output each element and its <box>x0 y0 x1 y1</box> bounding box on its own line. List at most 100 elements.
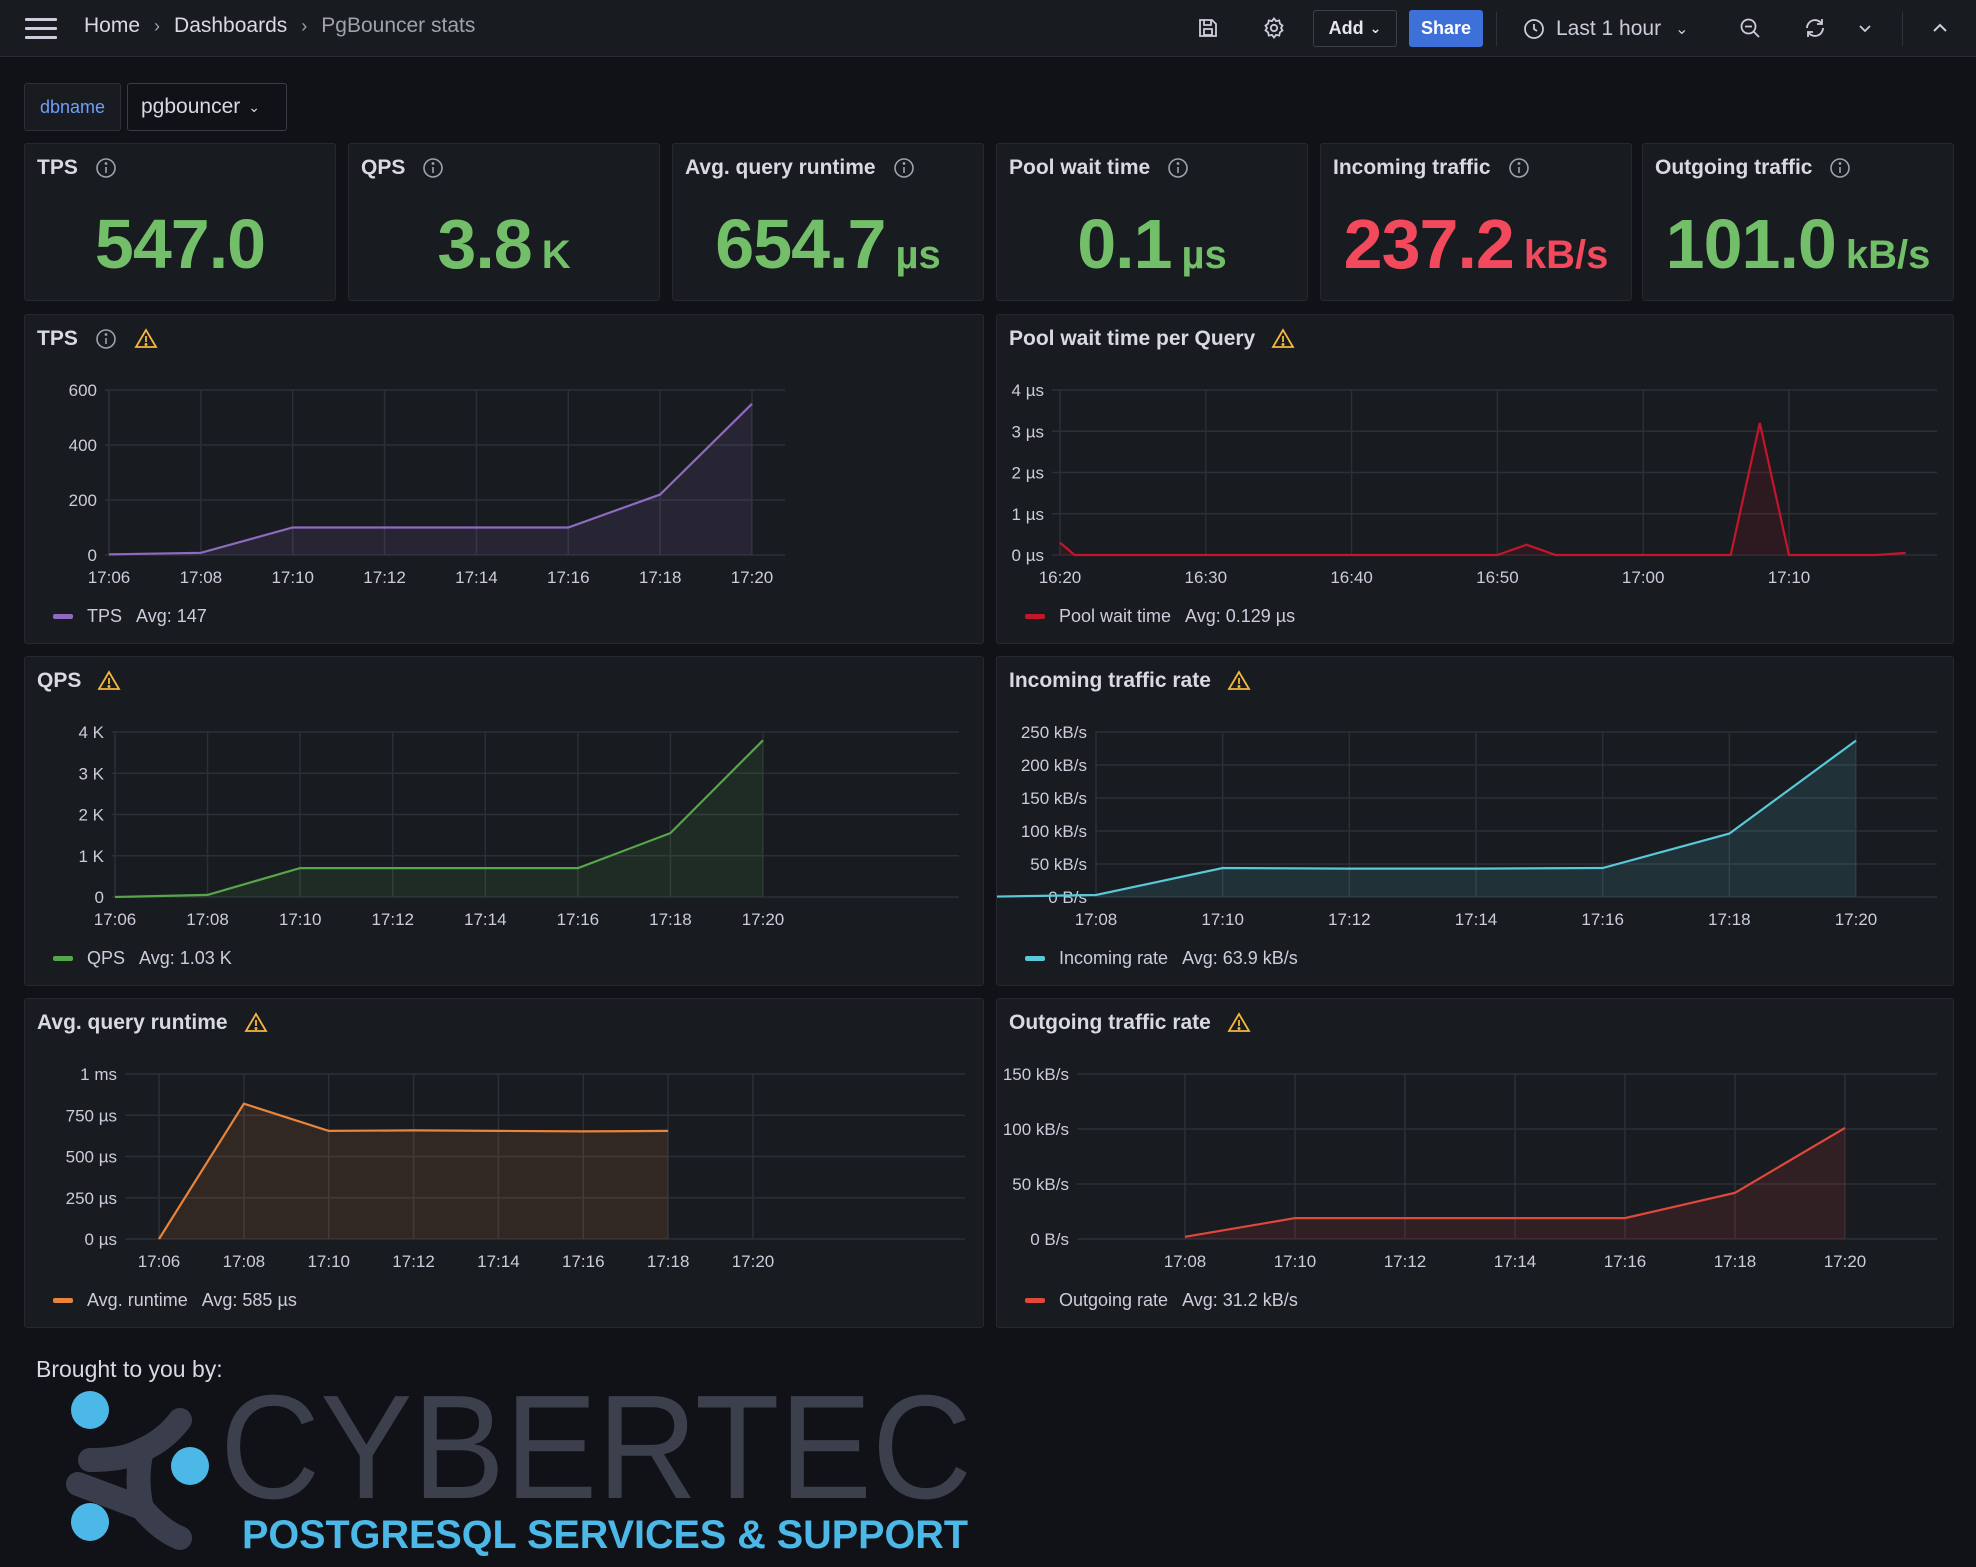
series-area <box>997 740 1856 897</box>
share-button[interactable]: Share <box>1409 10 1483 47</box>
x-tick-label: 17:20 <box>732 1252 775 1271</box>
x-tick-label: 17:00 <box>1622 568 1665 587</box>
info-icon[interactable] <box>892 156 916 180</box>
brought-by-text: Brought to you by: <box>36 1356 223 1382</box>
timeseries-panel-qps[interactable]: QPS 0 1 K 2 K 3 K 4 K 17:06 17:08 17:10 17:12 17:… <box>24 656 984 986</box>
zoom-out-icon[interactable] <box>1736 14 1764 42</box>
stat-panel-avg-query-runtime[interactable]: Avg. query runtime 654.7 µs <box>672 143 984 301</box>
stat-panel-qps[interactable]: QPS 3.8 K <box>348 143 660 301</box>
x-tick-label: 17:14 <box>1494 1252 1537 1271</box>
y-tick-label: 500 µs <box>66 1148 117 1167</box>
legend-swatch <box>53 614 73 619</box>
qps-chart: 0 1 K 2 K 3 K 4 K 17:06 17:08 17:10 17:12 17:14 17… <box>78 723 959 929</box>
y-tick-label: 100 kB/s <box>1003 1120 1069 1139</box>
timeseries-panel-tps[interactable]: TPS 0 200 400 600 17:06 17:08 17:10 17:12 17:14 1… <box>24 314 984 644</box>
page-title: PgBouncer stats <box>321 14 476 37</box>
x-tick-label: 17:18 <box>1708 910 1751 929</box>
stat-panel-pool-wait-time[interactable]: Pool wait time 0.1 µs <box>996 143 1308 301</box>
info-icon[interactable] <box>94 156 118 180</box>
info-icon[interactable] <box>421 156 445 180</box>
clock-icon <box>1524 19 1544 39</box>
warning-icon[interactable] <box>244 1011 268 1035</box>
chart-legend[interactable]: QPS Avg: 1.03 K <box>53 948 232 969</box>
x-tick-label: 17:12 <box>1328 910 1371 929</box>
stat-panel-incoming-traffic[interactable]: Incoming traffic 237.2 kB/s <box>1320 143 1632 301</box>
legend-series-name: Outgoing rate <box>1059 1290 1169 1310</box>
chevron-right-icon: › <box>301 15 308 36</box>
info-icon[interactable] <box>1166 156 1190 180</box>
y-tick-label: 1 ms <box>80 1065 117 1084</box>
x-tick-label: 17:08 <box>1075 910 1118 929</box>
breadcrumb-home[interactable]: Home <box>84 14 141 37</box>
y-tick-label: 50 kB/s <box>1012 1175 1069 1194</box>
x-tick-label: 17:10 <box>307 1252 350 1271</box>
logo-tagline: POSTGRESQL SERVICES & SUPPORT <box>242 1513 968 1557</box>
chart-legend[interactable]: Incoming rate Avg: 63.9 kB/s <box>1025 948 1298 969</box>
x-tick-label: 17:12 <box>392 1252 435 1271</box>
y-tick-label: 600 <box>69 381 97 400</box>
y-tick-label: 2 µs <box>1012 464 1044 483</box>
timeseries-panel-runtime[interactable]: Avg. query runtime 0 µs 250 µs 500 µs 750 µ… <box>24 998 984 1328</box>
series-area <box>1060 423 1906 555</box>
chevron-down-icon: ⌄ <box>1675 21 1689 38</box>
y-tick-label: 2 K <box>78 806 104 825</box>
chart-legend[interactable]: Pool wait time Avg: 0.129 µs <box>1025 606 1295 627</box>
x-tick-label: 17:14 <box>464 910 507 929</box>
x-tick-label: 17:12 <box>363 568 406 587</box>
outgoing-traffic-chart: 0 B/s 50 kB/s 100 kB/s 150 kB/s 17:08 17:10 17… <box>1003 1065 1937 1271</box>
save-icon[interactable] <box>1194 14 1222 42</box>
breadcrumb-dashboards[interactable]: Dashboards <box>174 14 288 37</box>
chevron-right-icon: › <box>154 15 161 36</box>
x-tick-label: 17:08 <box>180 568 223 587</box>
stat-unit: kB/s <box>1845 233 1931 277</box>
x-tick-label: 17:16 <box>1604 1252 1647 1271</box>
x-tick-label: 17:16 <box>547 568 590 587</box>
legend-swatch <box>53 956 73 961</box>
panel-title: Avg. query runtime <box>37 1011 228 1034</box>
warning-icon[interactable] <box>1271 327 1295 351</box>
refresh-interval-chevron-icon[interactable] <box>1851 14 1879 42</box>
y-tick-label: 200 <box>69 491 97 510</box>
series-line <box>1059 422 1906 557</box>
gear-icon[interactable] <box>1260 14 1288 42</box>
y-tick-label: 0 <box>88 546 97 565</box>
timeseries-panel-outgoing[interactable]: Outgoing traffic rate 0 B/s 50 kB/s 100 kB… <box>996 998 1954 1328</box>
x-tick-label: 17:20 <box>1824 1252 1867 1271</box>
stat-panel-outgoing-traffic[interactable]: Outgoing traffic 101.0 kB/s <box>1642 143 1954 301</box>
stat-panel-tps[interactable]: TPS 547.0 <box>24 143 336 301</box>
panel-title: Pool wait time per Query <box>1009 327 1256 350</box>
legend-swatch <box>1025 1298 1045 1303</box>
warning-icon[interactable] <box>97 669 121 693</box>
series-area <box>159 1103 669 1239</box>
y-tick-label: 100 kB/s <box>1021 822 1087 841</box>
stat-value: 0.1 <box>1077 205 1172 283</box>
add-button[interactable]: Add ⌄ <box>1313 10 1397 47</box>
warning-icon[interactable] <box>1227 1011 1251 1035</box>
chart-legend[interactable]: Outgoing rate Avg: 31.2 kB/s <box>1025 1290 1298 1311</box>
time-range-picker[interactable]: Last 1 hour ⌄ <box>1522 12 1688 46</box>
chevron-up-icon[interactable] <box>1926 14 1954 42</box>
panel-title: QPS <box>361 156 406 179</box>
info-icon[interactable] <box>94 327 118 351</box>
timeseries-panel-pool-wait[interactable]: Pool wait time per Query 0 µs 1 µs 2 µs 3 µ… <box>996 314 1954 644</box>
info-icon[interactable] <box>1828 156 1852 180</box>
chart-legend[interactable]: Avg. runtime Avg: 585 µs <box>53 1290 297 1311</box>
x-tick-label: 17:12 <box>1384 1252 1427 1271</box>
dbname-select[interactable]: pgbouncer ⌄ <box>127 83 287 131</box>
refresh-icon[interactable] <box>1801 14 1829 42</box>
panel-title: Outgoing traffic <box>1655 156 1813 179</box>
info-icon[interactable] <box>1507 156 1531 180</box>
stat-unit: µs <box>1181 233 1227 277</box>
x-tick-label: 17:14 <box>1455 910 1498 929</box>
chart-legend[interactable]: TPS Avg: 147 <box>53 606 207 627</box>
warning-icon[interactable] <box>1227 669 1251 693</box>
panel-title: Avg. query runtime <box>685 156 876 179</box>
legend-series-name: Incoming rate <box>1059 948 1169 968</box>
menu-icon[interactable] <box>25 18 57 40</box>
timeseries-panel-incoming[interactable]: Incoming traffic rate 0 B/s 50 kB/s 100 kB… <box>996 656 1954 986</box>
legend-avg: Avg: 31.2 kB/s <box>1182 1290 1298 1310</box>
x-tick-label: 17:10 <box>279 910 322 929</box>
legend-swatch <box>1025 614 1045 619</box>
y-tick-label: 400 <box>69 436 97 455</box>
warning-icon[interactable] <box>134 327 158 351</box>
